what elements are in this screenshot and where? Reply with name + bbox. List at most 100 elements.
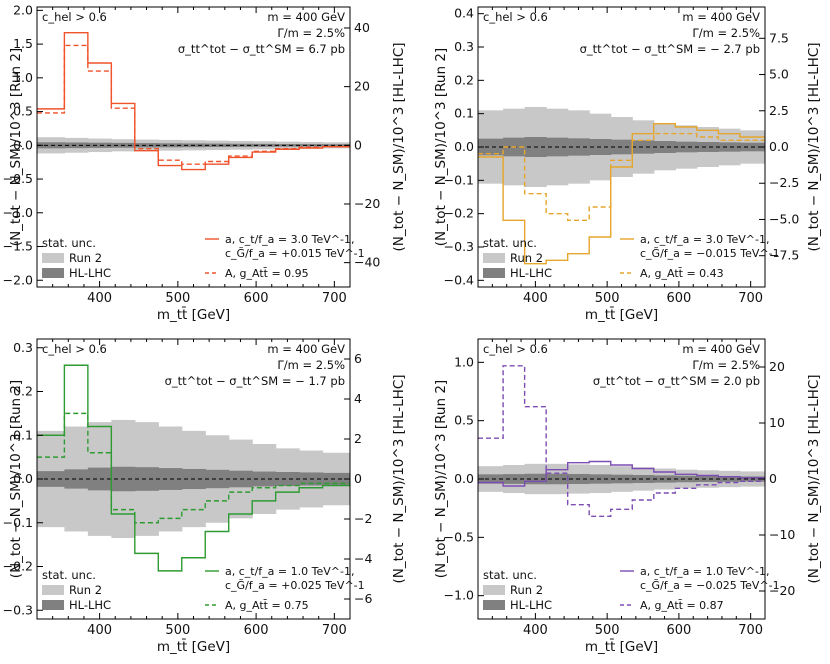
x-tick-label: 500: [165, 623, 190, 638]
y-left-tick-label: −1.5: [3, 239, 33, 254]
x-tick-label: 400: [523, 623, 548, 638]
series-legend: a, c_t/f_a = 1.0 TeV^-1,c_G̃/f_a = +0.02…: [205, 565, 365, 612]
y-right-tick-label: 0.0: [769, 139, 789, 154]
y-left-tick-label: 0.0: [13, 471, 33, 486]
hllhc-legend-label: HL-LHC: [510, 598, 552, 612]
x-tick-label: 500: [165, 291, 190, 306]
y-left-tick-label: 0.2: [454, 72, 474, 87]
stat-unc-title: stat. unc.: [483, 568, 537, 582]
info-line: m = 400 GeV: [267, 342, 345, 356]
y-right-tick-label: 2.5: [769, 103, 789, 118]
info-line: σ_tt^tot − σ_tt^SM = − 1.7 pb: [165, 374, 345, 388]
x-tick-label: 700: [738, 623, 763, 638]
y-axis-label-left: (N_tot − N_SM)/10^3 [Run 2]: [433, 380, 449, 578]
legend-series-a-label-cont: c_G̃/f_a = −0.015 TeV^-1: [640, 247, 780, 260]
panel-bottom-left: 400 500 600 700 −0.3 −0.2 −0.1 0.0 0.1 0.2 0.3 −6 −4…: [3, 338, 407, 655]
cut-label: c_hel > 0.6: [483, 10, 548, 24]
y-right-tick-label: 0: [354, 137, 362, 152]
stat-unc-legend: stat. unc.Run 2HL-LHC: [483, 568, 552, 612]
info-line: Γ/m = 2.5%: [692, 26, 760, 40]
y-left-tick-label: 0.3: [454, 39, 474, 54]
y-axis-label-right: (N_tot − N_SM)/10^3 [HL-LHC]: [806, 374, 822, 583]
legend-series-a-label-cont: c_G̃/f_a = +0.015 TeV^-1: [225, 247, 365, 260]
y-left-tick-label: 0.3: [13, 340, 33, 355]
stat-unc-title: stat. unc.: [42, 568, 96, 582]
legend-series-A-label: A, g_Att̄ = 0.43: [640, 267, 724, 280]
y-right-tick-label: 40: [354, 20, 370, 35]
y-left-tick-label: 2.0: [13, 2, 33, 17]
run2-swatch: [483, 585, 505, 595]
y-right-tick-label: −2.5: [769, 175, 799, 190]
hllhc-legend-label: HL-LHC: [69, 598, 111, 612]
legend-series-a-label-cont: c_G̃/f_a = +0.025 TeV^-1: [225, 579, 365, 592]
y-left-tick-label: 0.5: [13, 104, 33, 119]
x-tick-label: 500: [595, 623, 620, 638]
x-tick-label: 400: [87, 291, 112, 306]
y-right-tick-label: −2: [354, 511, 372, 526]
x-tick-label: 700: [322, 291, 347, 306]
plot-area: [37, 364, 350, 572]
y-left-tick-label: −0.4: [444, 272, 474, 287]
y-left-tick-label: −0.2: [3, 559, 33, 574]
series-a-step: [37, 364, 350, 572]
hllhc-band-bin: [64, 142, 89, 149]
stat-unc-legend: stat. unc.Run 2HL-LHC: [483, 236, 552, 280]
legend-series-A-label: A, g_Att̄ = 0.87: [640, 599, 724, 612]
hllhc-band-bin: [87, 142, 112, 148]
hllhc-band-bin: [675, 141, 698, 153]
y-left-tick-label: 0.4: [454, 6, 474, 21]
y-left-tick-label: −1.0: [3, 205, 33, 220]
y-right-tick-label: 0: [354, 471, 362, 486]
series-legend: a, c_t/f_a = 3.0 TeV^-1,c_G̃/f_a = +0.01…: [205, 233, 365, 280]
x-axis-label: m_tt̄ [GeV]: [585, 306, 658, 323]
stat-unc-title: stat. unc.: [42, 236, 96, 250]
x-tick-label: 600: [244, 623, 269, 638]
panel-bottom-right: 400 500 600 700 −1.0 −0.5 0.0 0.5 1.0 −20 −10 0 10 20…: [433, 338, 822, 655]
hllhc-band-bin: [718, 476, 741, 482]
legend-series-A-label: A, g_Att̄ = 0.95: [225, 267, 309, 280]
hllhc-band-bin: [632, 140, 655, 154]
hllhc-swatch: [42, 268, 64, 278]
hllhc-band-bin: [675, 475, 698, 483]
y-right-tick-label: −20: [769, 583, 795, 598]
stat-unc-title: stat. unc.: [483, 236, 537, 250]
y-right-tick-label: 6: [354, 351, 362, 366]
run2-swatch: [42, 253, 64, 263]
series-a-step: [478, 122, 765, 265]
hllhc-band-bin: [718, 142, 741, 152]
y-left-tick-label: −0.1: [3, 515, 33, 530]
x-axis-label: m_tt̄ [GeV]: [585, 638, 658, 655]
y-right-tick-label: 20: [769, 359, 785, 374]
hllhc-band-bin: [134, 467, 159, 491]
x-tick-label: 600: [666, 291, 691, 306]
series-A-step: [478, 365, 765, 518]
y-right-tick-label: 5.0: [769, 67, 789, 82]
x-tick-label: 400: [87, 623, 112, 638]
hllhc-swatch: [42, 600, 64, 610]
y-left-tick-label: 0.5: [454, 413, 474, 428]
y-left-tick-label: 1.0: [454, 354, 474, 369]
hllhc-swatch: [483, 600, 505, 610]
run2-legend-label: Run 2: [69, 251, 102, 265]
series-legend: a, c_t/f_a = 1.0 TeV^-1,c_G̃/f_a = −0.02…: [620, 565, 780, 612]
x-tick-label: 400: [523, 291, 548, 306]
y-left-tick-label: 0.2: [13, 384, 33, 399]
y-right-tick-label: −20: [354, 196, 380, 211]
plot-area: [37, 31, 350, 171]
legend-series-a-label: a, c_t/f_a = 1.0 TeV^-1,: [640, 565, 769, 578]
y-right-tick-label: 20: [354, 79, 370, 94]
y-left-tick-label: 1.5: [13, 36, 33, 51]
info-line: m = 400 GeV: [682, 10, 760, 24]
hllhc-band-bin: [696, 475, 719, 483]
x-axis-label: m_tt̄ [GeV]: [157, 306, 230, 323]
hllhc-band-bin: [37, 142, 65, 149]
hllhc-band-bin: [205, 469, 230, 489]
x-tick-label: 600: [244, 291, 269, 306]
run2-legend-label: Run 2: [69, 583, 102, 597]
hllhc-legend-label: HL-LHC: [510, 266, 552, 280]
hllhc-legend-label: HL-LHC: [69, 266, 111, 280]
info-line: σ_tt^tot − σ_tt^SM = 6.7 pb: [178, 42, 345, 56]
hllhc-band-bin: [322, 144, 350, 147]
legend-series-a-label: a, c_t/f_a = 3.0 TeV^-1,: [225, 233, 354, 246]
y-left-tick-label: −0.1: [444, 172, 474, 187]
